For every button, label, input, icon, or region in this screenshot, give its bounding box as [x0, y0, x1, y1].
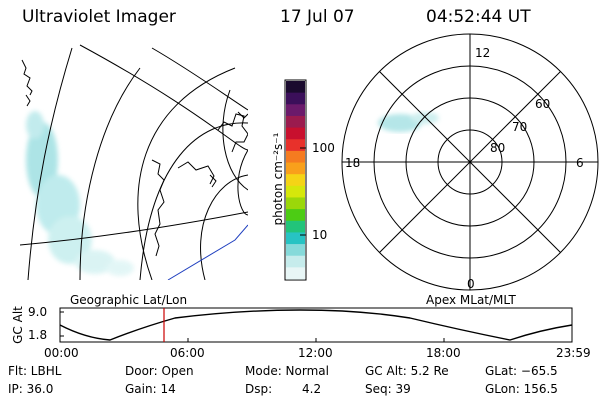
polar-mlt-label-12: 12 [475, 46, 491, 60]
colorbar-segment [286, 174, 305, 187]
colorbar-segment [286, 244, 305, 257]
altitude-axis-label: GC Alt [11, 306, 25, 344]
geo-grid [20, 44, 248, 280]
polar-plot [341, 33, 599, 291]
polar-lat-label-80: 80 [490, 141, 506, 155]
colorbar-segment [286, 104, 305, 117]
altitude-x-tick-2359: 23:59 [556, 346, 591, 360]
colorbar-segment [286, 150, 305, 164]
polar-diagonal-2 [379, 71, 561, 253]
aurora-emission-geo [26, 111, 134, 276]
status-dsp-value: 4.2 [302, 382, 322, 396]
altitude-x-tick-1800: 18:00 [426, 346, 461, 360]
colorbar-segment [286, 197, 305, 210]
polar-mlt-label-0: 0 [467, 277, 475, 291]
polar-plot-label: Apex MLat/MLT [426, 293, 516, 307]
altitude-strip [59, 307, 573, 343]
colorbar-segment [286, 92, 305, 105]
colorbar-tick-label-10: 10 [312, 228, 328, 242]
colorbar-segment [286, 232, 305, 245]
polar-lat-label-70: 70 [512, 120, 528, 134]
status-seq: Seq: 39 [365, 382, 411, 396]
colorbar [284, 79, 307, 281]
status-mode: Mode: Normal [245, 364, 329, 378]
geo-map-label: Geographic Lat/Lon [70, 293, 188, 307]
polar-mlt-label-18: 18 [345, 156, 361, 170]
altitude-y-tick-max: 9.0 [28, 305, 48, 319]
time-label: 04:52:44 UT [426, 7, 531, 27]
polar-lat-label-60: 60 [535, 97, 551, 111]
status-filter: Flt: LBHL [8, 364, 62, 378]
altitude-y-tick-min: 1.8 [28, 328, 48, 342]
colorbar-segment [286, 267, 305, 280]
status-gain: Gain: 14 [125, 382, 176, 396]
geo-coastlines [21, 59, 248, 257]
altitude-x-tick-1200: 12:00 [298, 346, 333, 360]
colorbar-segment [286, 185, 305, 199]
colorbar-segment [286, 127, 305, 140]
colorbar-segment [286, 81, 305, 94]
aurora-emission-polar [378, 112, 439, 132]
colorbar-segment [286, 209, 305, 222]
polar-mlt-label-6: 6 [576, 156, 584, 170]
geographic-map [20, 44, 248, 280]
status-dsp-label: Dsp: [245, 382, 273, 396]
colorbar-segment [286, 115, 305, 129]
date-label: 17 Jul 07 [280, 7, 355, 27]
geo-track-line [167, 224, 248, 280]
colorbar-segment [286, 162, 305, 175]
instrument-title: Ultraviolet Imager [22, 7, 176, 27]
colorbar-gradient [286, 81, 305, 280]
altitude-curve [59, 309, 573, 341]
status-ip: IP: 36.0 [8, 382, 54, 396]
colorbar-segment [286, 139, 305, 152]
colorbar-tick-label-100: 100 [312, 141, 335, 155]
colorbar-segment [286, 255, 305, 268]
colorbar-segment [286, 220, 305, 234]
colorbar-unit-label: photon cm⁻²s⁻¹ [271, 132, 285, 226]
altitude-x-tick-0600: 06:00 [170, 346, 205, 360]
status-glon: GLon: 156.5 [485, 382, 558, 396]
status-gc-alt: GC Alt: 5.2 Re [365, 364, 449, 378]
status-glat: GLat: −65.5 [485, 364, 558, 378]
status-door: Door: Open [125, 364, 194, 378]
altitude-x-tick-0000: 00:00 [44, 346, 79, 360]
